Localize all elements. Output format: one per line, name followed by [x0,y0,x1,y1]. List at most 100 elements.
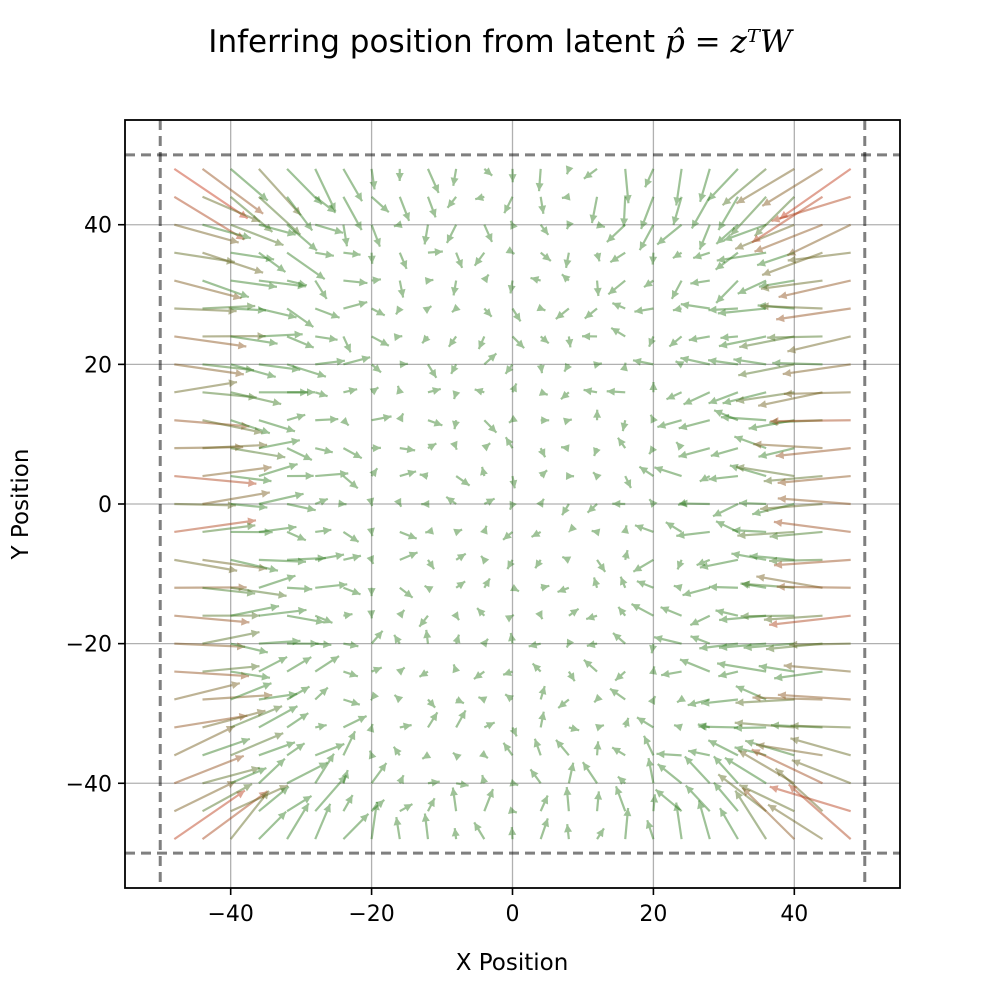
vector-arrow [679,658,711,673]
y-tick-label: 20 [84,353,112,378]
vector-arrow [174,306,237,315]
vector-arrow [202,708,266,729]
vector-arrow [424,526,434,535]
vector-arrow [343,670,359,678]
vector-arrow [621,525,629,534]
vector-arrow [370,799,386,813]
vector-arrow [538,388,549,396]
vector-arrow [286,502,316,513]
vector-arrow [581,761,598,784]
vector-arrow [787,783,852,840]
vector-arrow [649,381,658,393]
vector-arrow [258,307,297,320]
vector-arrow [677,499,687,507]
vector-arrow [258,655,288,673]
vector-arrow [258,637,301,646]
vector-arrow [606,223,626,243]
vector-arrow [399,551,419,561]
vector-arrow [174,670,250,680]
vector-arrow [593,741,602,756]
vector-arrow [343,586,361,596]
vector-arrow [638,224,655,251]
vector-arrow [371,276,382,285]
vector-arrow [286,742,306,757]
vector-arrow [528,640,541,649]
vector-arrow [596,220,606,229]
vector-arrow [609,251,626,264]
vector-arrow [202,489,271,506]
vector-arrow [508,414,518,424]
vector-arrow [609,687,626,701]
vector-arrow [774,767,824,813]
vector-arrow [202,302,256,311]
vector-arrow [480,525,488,535]
x-tick-label: −40 [207,902,253,927]
vector-arrow [735,167,795,205]
vector-arrow [649,643,658,654]
vector-arrow [393,816,402,840]
vector-arrow [718,642,767,652]
vector-arrow [611,746,626,757]
vector-arrow [591,528,601,537]
vector-arrow [230,766,267,785]
vector-arrow [740,612,795,621]
vector-arrow [735,685,767,701]
vector-arrow [673,723,683,732]
vector-arrow [649,252,658,265]
vector-arrow [733,435,767,450]
vector-arrow [450,363,459,375]
vector-arrow [684,755,711,785]
vector-arrow [717,773,767,813]
vector-arrow [719,807,739,840]
vector-arrow [366,555,375,565]
vector-arrow [690,196,711,229]
vector-arrow [314,742,345,757]
vector-arrow [174,335,247,350]
vector-arrow [623,807,632,840]
vector-arrow [258,741,296,757]
vector-arrow [230,642,269,655]
vector-arrow [483,788,495,812]
vector-arrow [707,739,739,757]
vector-arrow [646,757,655,784]
vector-arrow [287,639,319,648]
vector-arrow [645,819,655,840]
vector-arrow [418,669,429,678]
vector-field [173,165,852,841]
vector-arrow [286,685,311,701]
vector-arrow [722,391,767,406]
vector-arrow [561,503,570,516]
vector-arrow [654,788,683,813]
vector-arrow [783,662,851,673]
vector-arrow [596,559,607,573]
vector-arrow [202,363,255,374]
vector-arrow [230,305,267,314]
vector-arrow [370,691,380,701]
vector-arrow [174,501,236,510]
vector-arrow [229,168,269,202]
vector-arrow [509,778,519,787]
vector-arrow [715,608,739,617]
vector-arrow [656,750,682,759]
vector-arrow [202,419,263,435]
vector-arrow [634,306,654,315]
vector-arrow [622,717,630,728]
vector-arrow [427,711,439,729]
vector-arrow [399,469,417,478]
vector-arrow [620,362,628,372]
vector-arrow [737,279,767,295]
vector-arrow [455,475,471,487]
vector-arrow [735,391,795,404]
vector-arrow [707,357,739,366]
vector-arrow [286,712,309,729]
vector-arrow [538,196,547,214]
vector-arrow [370,801,380,840]
vector-arrow [756,573,823,589]
vector-arrow [690,278,710,287]
vector-arrow [343,355,371,366]
vector-arrow [423,629,432,644]
vector-arrow [452,420,460,430]
vector-arrow [738,499,767,508]
vector-arrow [230,335,278,347]
